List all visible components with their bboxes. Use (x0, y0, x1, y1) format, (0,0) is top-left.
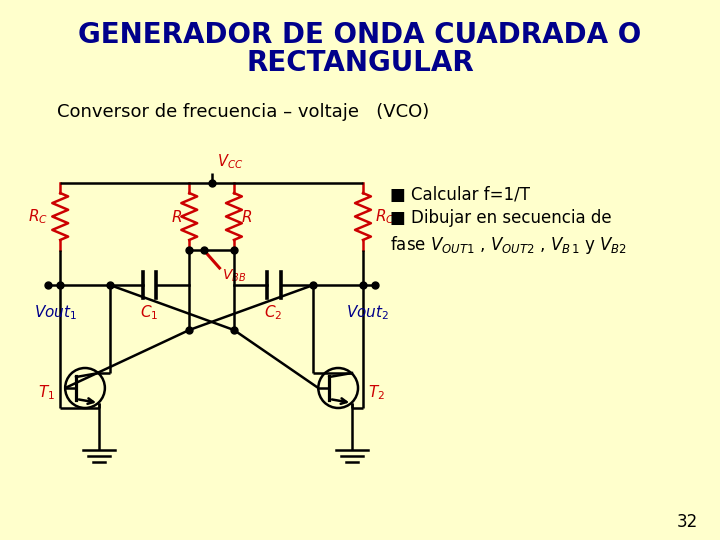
Text: $R$: $R$ (171, 208, 182, 225)
Text: ■ Dibujar en secuencia de: ■ Dibujar en secuencia de (390, 209, 611, 227)
Text: $C_1$: $C_1$ (140, 303, 158, 322)
Text: $R_C$: $R_C$ (375, 207, 395, 226)
Text: Conversor de frecuencia – voltaje   (VCO): Conversor de frecuencia – voltaje (VCO) (57, 103, 429, 121)
Text: $T_1$: $T_1$ (38, 383, 55, 402)
Text: ■ Calcular f=1/T: ■ Calcular f=1/T (390, 186, 530, 204)
Text: RECTANGULAR: RECTANGULAR (246, 49, 474, 77)
Text: $V_{BB}$: $V_{BB}$ (222, 268, 246, 285)
Text: $Vout_2$: $Vout_2$ (346, 303, 390, 322)
Text: $Vout_1$: $Vout_1$ (34, 303, 77, 322)
Text: GENERADOR DE ONDA CUADRADA O: GENERADOR DE ONDA CUADRADA O (78, 21, 642, 49)
Text: $C_2$: $C_2$ (264, 303, 283, 322)
Text: $T_2$: $T_2$ (368, 383, 385, 402)
Text: $R_C$: $R_C$ (28, 207, 48, 226)
Text: $R$: $R$ (241, 208, 253, 225)
Text: $V_{CC}$: $V_{CC}$ (217, 152, 243, 171)
Text: 32: 32 (676, 513, 698, 531)
Text: fase $V_{OUT1}$ , $V_{OUT2}$ , $V_{B\,1}$ y $V_{B2}$: fase $V_{OUT1}$ , $V_{OUT2}$ , $V_{B\,1}… (390, 234, 627, 256)
